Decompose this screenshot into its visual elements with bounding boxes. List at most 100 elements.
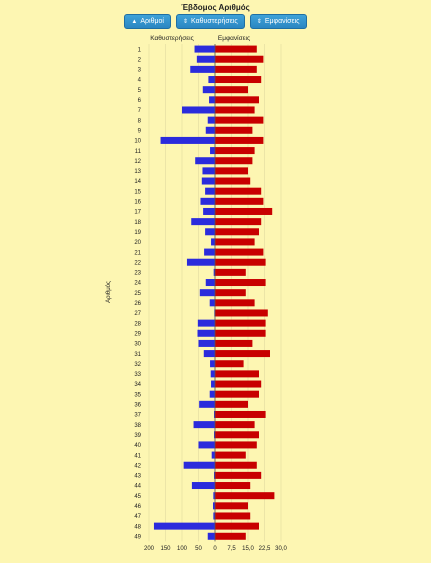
appearance-bar[interactable] xyxy=(215,502,248,510)
delay-bar[interactable] xyxy=(197,329,215,337)
appearance-bar[interactable] xyxy=(215,299,255,307)
delay-bar[interactable] xyxy=(186,258,215,266)
delay-bar[interactable] xyxy=(209,390,215,398)
appearance-bar[interactable] xyxy=(215,279,266,287)
appearance-bar[interactable] xyxy=(215,370,259,378)
appearance-bar[interactable] xyxy=(215,45,257,53)
appearance-bar[interactable] xyxy=(215,319,266,327)
delay-bar[interactable] xyxy=(209,299,215,307)
appearance-bar[interactable] xyxy=(215,248,264,256)
delay-bar[interactable] xyxy=(199,289,215,297)
appearance-bar[interactable] xyxy=(215,390,259,398)
delay-bar[interactable] xyxy=(183,461,215,469)
appearance-bar[interactable] xyxy=(215,55,264,63)
delay-bar[interactable] xyxy=(207,116,215,124)
appearance-bar[interactable] xyxy=(215,309,268,317)
appearance-bar[interactable] xyxy=(215,197,264,205)
delay-bar[interactable] xyxy=(211,451,215,459)
delay-bar[interactable] xyxy=(210,360,215,368)
appearance-bar[interactable] xyxy=(215,532,246,540)
delay-bar[interactable] xyxy=(209,96,215,104)
sort-by-number-button[interactable]: ▲ Αριθμοί xyxy=(124,14,171,29)
appearance-bar[interactable] xyxy=(215,289,246,297)
delay-bar[interactable] xyxy=(195,157,215,165)
delay-bar[interactable] xyxy=(205,279,215,287)
appearance-bar[interactable] xyxy=(215,116,264,124)
appearance-bar[interactable] xyxy=(215,522,259,530)
appearance-bar[interactable] xyxy=(215,512,251,520)
delay-bar[interactable] xyxy=(203,207,215,215)
delay-bar[interactable] xyxy=(211,380,215,388)
appearance-bar[interactable] xyxy=(215,268,246,276)
appearance-bar[interactable] xyxy=(215,431,259,439)
appearance-bar[interactable] xyxy=(215,471,262,479)
delay-bar[interactable] xyxy=(199,400,215,408)
appearance-bar[interactable] xyxy=(215,258,266,266)
delay-bar[interactable] xyxy=(160,136,215,144)
delay-bar[interactable] xyxy=(207,532,215,540)
appearance-bar[interactable] xyxy=(215,380,262,388)
delay-bar[interactable] xyxy=(153,522,215,530)
delay-bar[interactable] xyxy=(205,187,215,195)
appearance-bar[interactable] xyxy=(215,106,255,114)
appearance-bar[interactable] xyxy=(215,482,251,490)
delay-bar[interactable] xyxy=(191,482,215,490)
delay-bar[interactable] xyxy=(214,410,215,418)
delay-bar[interactable] xyxy=(211,238,215,246)
appearance-bar[interactable] xyxy=(215,177,251,185)
delay-bar[interactable] xyxy=(213,492,215,500)
sort-by-delays-button[interactable]: ⇕ Καθυστερήσεις xyxy=(175,14,245,29)
delay-bar[interactable] xyxy=(205,228,215,236)
delay-bar[interactable] xyxy=(202,167,215,175)
appearance-bar[interactable] xyxy=(215,187,262,195)
appearance-bar[interactable] xyxy=(215,329,266,337)
delay-bar[interactable] xyxy=(200,197,215,205)
delay-bar[interactable] xyxy=(210,370,215,378)
delay-bar[interactable] xyxy=(197,319,215,327)
appearance-bar[interactable] xyxy=(215,451,246,459)
appearance-bar[interactable] xyxy=(215,441,257,449)
delay-bar[interactable] xyxy=(214,471,215,479)
delay-bar[interactable] xyxy=(204,248,215,256)
appearance-bar[interactable] xyxy=(215,218,262,226)
appearance-bar[interactable] xyxy=(215,228,259,236)
delay-bar[interactable] xyxy=(193,421,215,429)
appearance-bar[interactable] xyxy=(215,410,266,418)
appearance-bar[interactable] xyxy=(215,86,248,94)
appearance-bar[interactable] xyxy=(215,157,253,165)
delay-bar[interactable] xyxy=(214,431,215,439)
appearance-bar[interactable] xyxy=(215,207,273,215)
delay-bar[interactable] xyxy=(205,126,215,134)
delay-bar[interactable] xyxy=(182,106,215,114)
delay-bar[interactable] xyxy=(210,147,215,155)
delay-bar[interactable] xyxy=(201,177,215,185)
appearance-bar[interactable] xyxy=(215,492,275,500)
delay-bar[interactable] xyxy=(213,512,215,520)
delay-bar[interactable] xyxy=(203,350,215,358)
sort-by-appearances-button[interactable]: ⇕ Εμφανίσεις xyxy=(249,14,307,29)
appearance-bar[interactable] xyxy=(215,350,270,358)
delay-bar[interactable] xyxy=(198,441,216,449)
delay-bar[interactable] xyxy=(213,502,215,510)
appearance-bar[interactable] xyxy=(215,65,257,73)
appearance-bar[interactable] xyxy=(215,461,257,469)
delay-bar[interactable] xyxy=(213,268,215,276)
appearance-bar[interactable] xyxy=(215,136,264,144)
appearance-bar[interactable] xyxy=(215,400,248,408)
appearance-bar[interactable] xyxy=(215,126,253,134)
appearance-bar[interactable] xyxy=(215,360,244,368)
delay-bar[interactable] xyxy=(208,76,215,84)
delay-bar[interactable] xyxy=(202,86,215,94)
delay-bar[interactable] xyxy=(194,45,215,53)
delay-bar[interactable] xyxy=(191,218,215,226)
appearance-bar[interactable] xyxy=(215,421,255,429)
appearance-bar[interactable] xyxy=(215,147,255,155)
appearance-bar[interactable] xyxy=(215,76,262,84)
delay-bar[interactable] xyxy=(190,65,215,73)
appearance-bar[interactable] xyxy=(215,167,248,175)
appearance-bar[interactable] xyxy=(215,96,259,104)
appearance-bar[interactable] xyxy=(215,339,253,347)
delay-bar[interactable] xyxy=(196,55,215,63)
appearance-bar[interactable] xyxy=(215,238,255,246)
delay-bar[interactable] xyxy=(198,339,216,347)
